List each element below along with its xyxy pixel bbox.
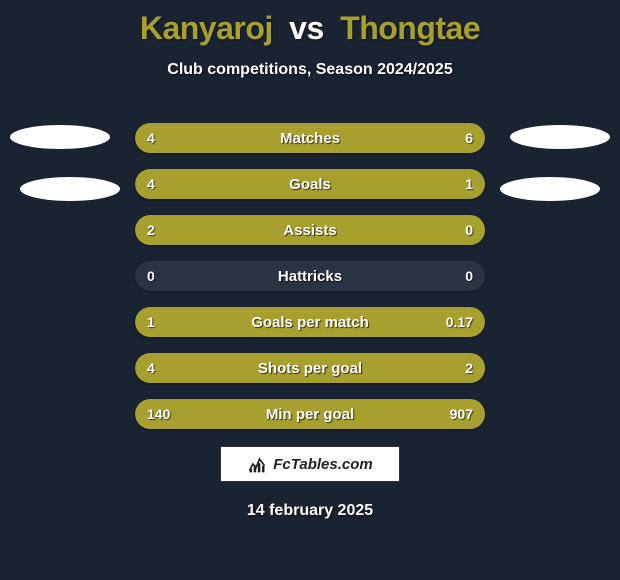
stat-value-right: 1 <box>453 169 485 199</box>
stats-bars: 46Matches41Goals20Assists00Hattricks10.1… <box>135 123 485 445</box>
player2-badge-top <box>510 125 610 149</box>
stat-value-left: 140 <box>135 399 182 429</box>
stat-value-right: 0.17 <box>434 307 485 337</box>
stat-fill-left <box>135 215 485 245</box>
stat-row: 10.17Goals per match <box>135 307 485 337</box>
stat-row: 41Goals <box>135 169 485 199</box>
stat-value-left: 2 <box>135 215 167 245</box>
stat-value-right: 2 <box>453 353 485 383</box>
stat-row: 0 0Hattricks <box>135 261 485 291</box>
stat-value-left: 1 <box>135 307 167 337</box>
season-subtitle: Club competitions, Season 2024/2025 <box>0 61 620 79</box>
player1-badge-bottom <box>20 177 120 201</box>
player1-name: Kanyaroj <box>140 10 273 46</box>
stat-value-right: 6 <box>453 123 485 153</box>
player1-badge-top <box>10 125 110 149</box>
stat-row: 46Matches <box>135 123 485 153</box>
stat-row: 42Shots per goal <box>135 353 485 383</box>
stat-value-right: 907 <box>438 399 485 429</box>
stat-row: 20Assists <box>135 215 485 245</box>
chart-icon <box>247 454 267 474</box>
player2-badge-bottom <box>500 177 600 201</box>
stat-value-left: 4 <box>135 169 167 199</box>
logo-text: FcTables.com <box>273 456 372 473</box>
stat-fill-left <box>135 169 401 199</box>
stat-label: Hattricks <box>135 261 485 291</box>
stat-fill-left <box>135 399 485 429</box>
stat-value-left: 0 <box>135 261 167 291</box>
player2-name: Thongtae <box>340 10 480 46</box>
stat-value-left: 4 <box>135 123 167 153</box>
snapshot-date: 14 february 2025 <box>0 502 620 520</box>
vs-separator: vs <box>289 10 324 46</box>
stat-value-right: 0 <box>453 261 485 291</box>
stat-value-left: 4 <box>135 353 167 383</box>
stat-fill-left <box>135 307 408 337</box>
stat-fill-left <box>135 353 485 383</box>
site-logo: FcTables.com <box>220 446 400 482</box>
comparison-title: Kanyaroj vs Thongtae <box>0 0 620 47</box>
stat-row: 140907Min per goal <box>135 399 485 429</box>
stat-value-right: 0 <box>453 215 485 245</box>
